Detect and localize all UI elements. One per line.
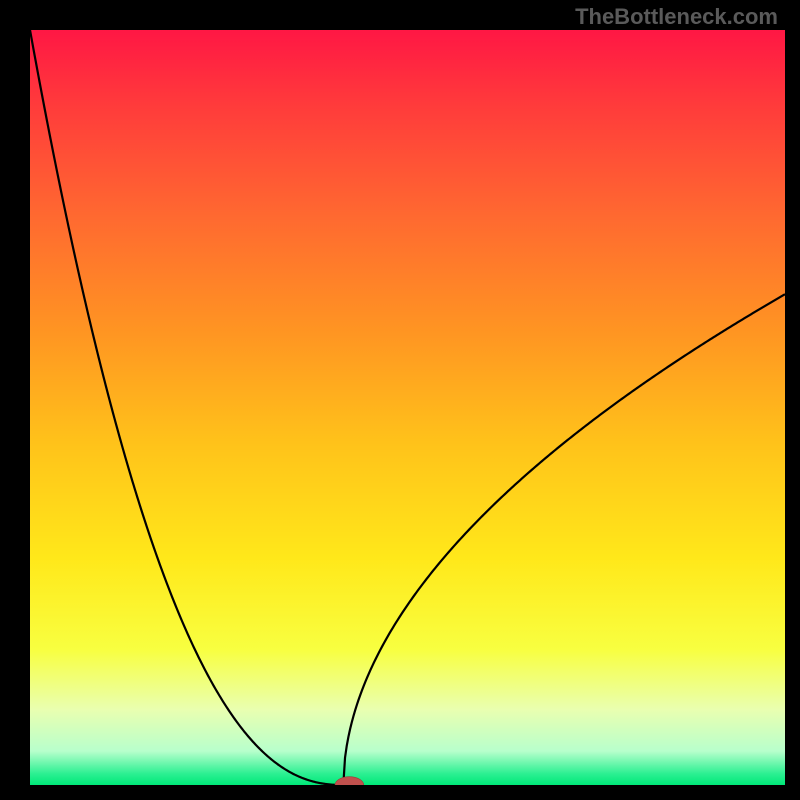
watermark-text: TheBottleneck.com [575,4,778,30]
bottleneck-chart [0,0,800,800]
plot-background [30,30,785,785]
